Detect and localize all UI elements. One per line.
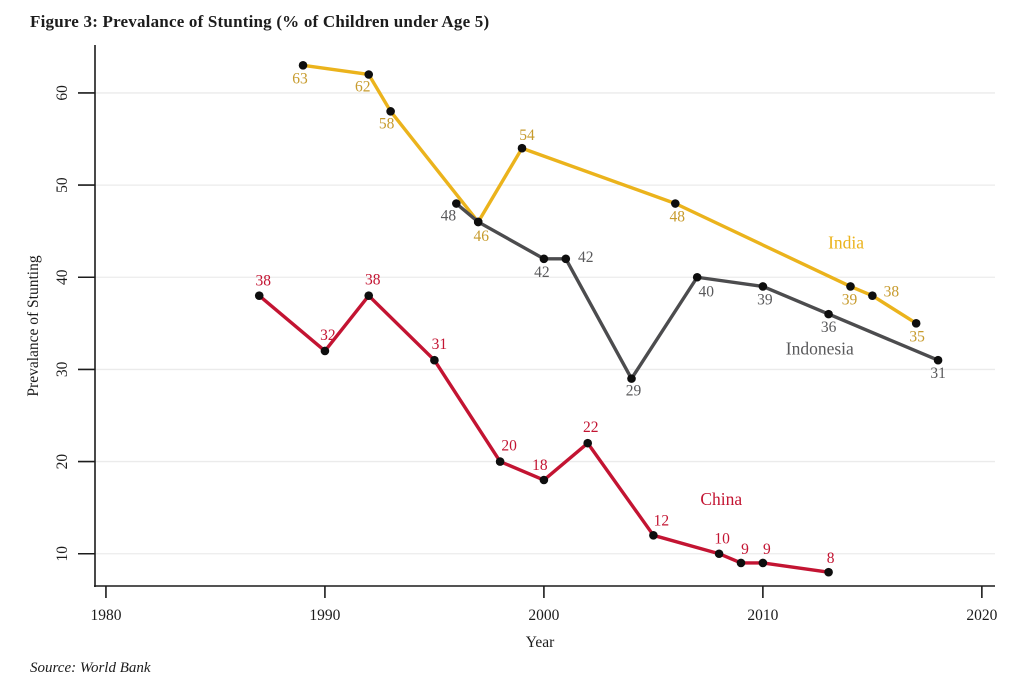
data-point-china xyxy=(430,355,439,365)
series-india: 63 62 58 46 54 48 39 38 35 India xyxy=(292,60,925,345)
data-point-china xyxy=(758,558,768,568)
y-tick-label: 30 xyxy=(54,361,71,377)
point-label-china: 8 xyxy=(827,550,835,567)
x-tick-label: 2020 xyxy=(966,607,997,624)
point-label-indonesia: 48 xyxy=(441,208,457,225)
point-label-china: 18 xyxy=(532,457,548,474)
y-axis-title: Prevalance of Stunting xyxy=(25,255,42,396)
y-tick-label: 20 xyxy=(54,454,71,470)
data-point-indonesia xyxy=(692,272,702,282)
point-label-indonesia: 39 xyxy=(757,291,773,308)
data-point-india xyxy=(911,319,921,328)
point-label-china: 32 xyxy=(320,327,336,344)
data-point-india xyxy=(868,291,877,300)
point-label-china: 10 xyxy=(714,531,730,548)
point-label-china: 22 xyxy=(583,419,599,436)
data-point-indonesia xyxy=(561,254,571,264)
x-axis-title: Year xyxy=(526,634,555,651)
x-axis-ticks: 1980 1990 2000 2010 2020 xyxy=(90,586,998,624)
data-point-indonesia xyxy=(758,282,768,291)
x-tick-label: 1990 xyxy=(309,607,340,624)
data-point-china xyxy=(364,291,374,300)
series-indonesia: 48 42 42 29 40 39 36 31 Indonesia xyxy=(441,199,946,400)
point-label-indonesia: 36 xyxy=(821,319,837,336)
series-line-india xyxy=(301,63,918,326)
point-label-indonesia: 42 xyxy=(578,249,594,266)
series-label-india: India xyxy=(828,233,864,253)
point-label-china: 9 xyxy=(741,541,749,558)
point-label-india: 39 xyxy=(842,291,858,308)
x-tick-label: 2010 xyxy=(747,607,778,624)
point-label-indonesia: 42 xyxy=(534,264,550,281)
point-label-india: 38 xyxy=(884,284,900,301)
point-label-india: 48 xyxy=(670,209,686,226)
data-point-indonesia xyxy=(824,309,833,319)
data-point-india xyxy=(517,143,527,153)
point-label-india: 63 xyxy=(292,70,308,87)
point-label-india: 46 xyxy=(473,228,489,245)
data-point-china xyxy=(254,291,264,300)
figure-title: Figure 3: Prevalance of Stunting (% of C… xyxy=(30,12,490,31)
x-tick-label: 1980 xyxy=(90,607,121,624)
point-label-china: 38 xyxy=(365,272,381,289)
data-point-china xyxy=(714,549,724,559)
point-label-india: 54 xyxy=(519,127,535,144)
point-label-indonesia: 31 xyxy=(930,365,946,382)
data-point-india xyxy=(298,60,308,70)
data-point-indonesia xyxy=(539,254,549,264)
data-point-china xyxy=(320,346,330,356)
y-tick-label: 40 xyxy=(54,269,71,285)
series-label-indonesia: Indonesia xyxy=(786,339,854,359)
point-label-india: 62 xyxy=(355,78,371,95)
data-point-china xyxy=(824,567,833,577)
data-point-indonesia xyxy=(933,355,943,365)
series-label-china: China xyxy=(700,489,742,509)
series-china: 38 32 38 31 20 18 22 12 10 9 9 8 China xyxy=(254,272,835,577)
data-point-china xyxy=(649,531,658,540)
point-label-indonesia: 29 xyxy=(626,383,642,400)
data-point-china xyxy=(495,457,505,466)
y-tick-label: 60 xyxy=(54,85,71,101)
point-label-china: 20 xyxy=(501,438,517,455)
point-label-china: 9 xyxy=(763,541,771,558)
point-label-india: 58 xyxy=(379,115,395,132)
source-note: Source: World Bank xyxy=(30,660,151,676)
gridlines xyxy=(95,92,995,555)
data-point-indonesia xyxy=(452,199,461,208)
point-label-china: 38 xyxy=(255,273,271,290)
data-point-indonesia xyxy=(473,217,483,227)
data-point-china xyxy=(539,475,549,485)
y-axis-ticks: 10 20 30 40 50 60 xyxy=(54,85,95,562)
data-point-china xyxy=(583,438,593,448)
data-point-india xyxy=(386,107,395,116)
point-label-china: 12 xyxy=(654,512,670,529)
y-tick-label: 10 xyxy=(54,546,71,562)
data-point-india xyxy=(846,282,855,291)
data-point-india xyxy=(364,70,374,79)
data-point-india xyxy=(670,199,680,208)
data-point-indonesia xyxy=(627,374,636,383)
series-line-china xyxy=(257,293,831,574)
point-label-china: 31 xyxy=(432,336,448,353)
data-point-china xyxy=(736,558,746,568)
point-label-india: 35 xyxy=(909,328,925,345)
x-tick-label: 2000 xyxy=(528,607,559,624)
point-label-indonesia: 40 xyxy=(698,283,714,300)
y-tick-label: 50 xyxy=(54,177,71,193)
